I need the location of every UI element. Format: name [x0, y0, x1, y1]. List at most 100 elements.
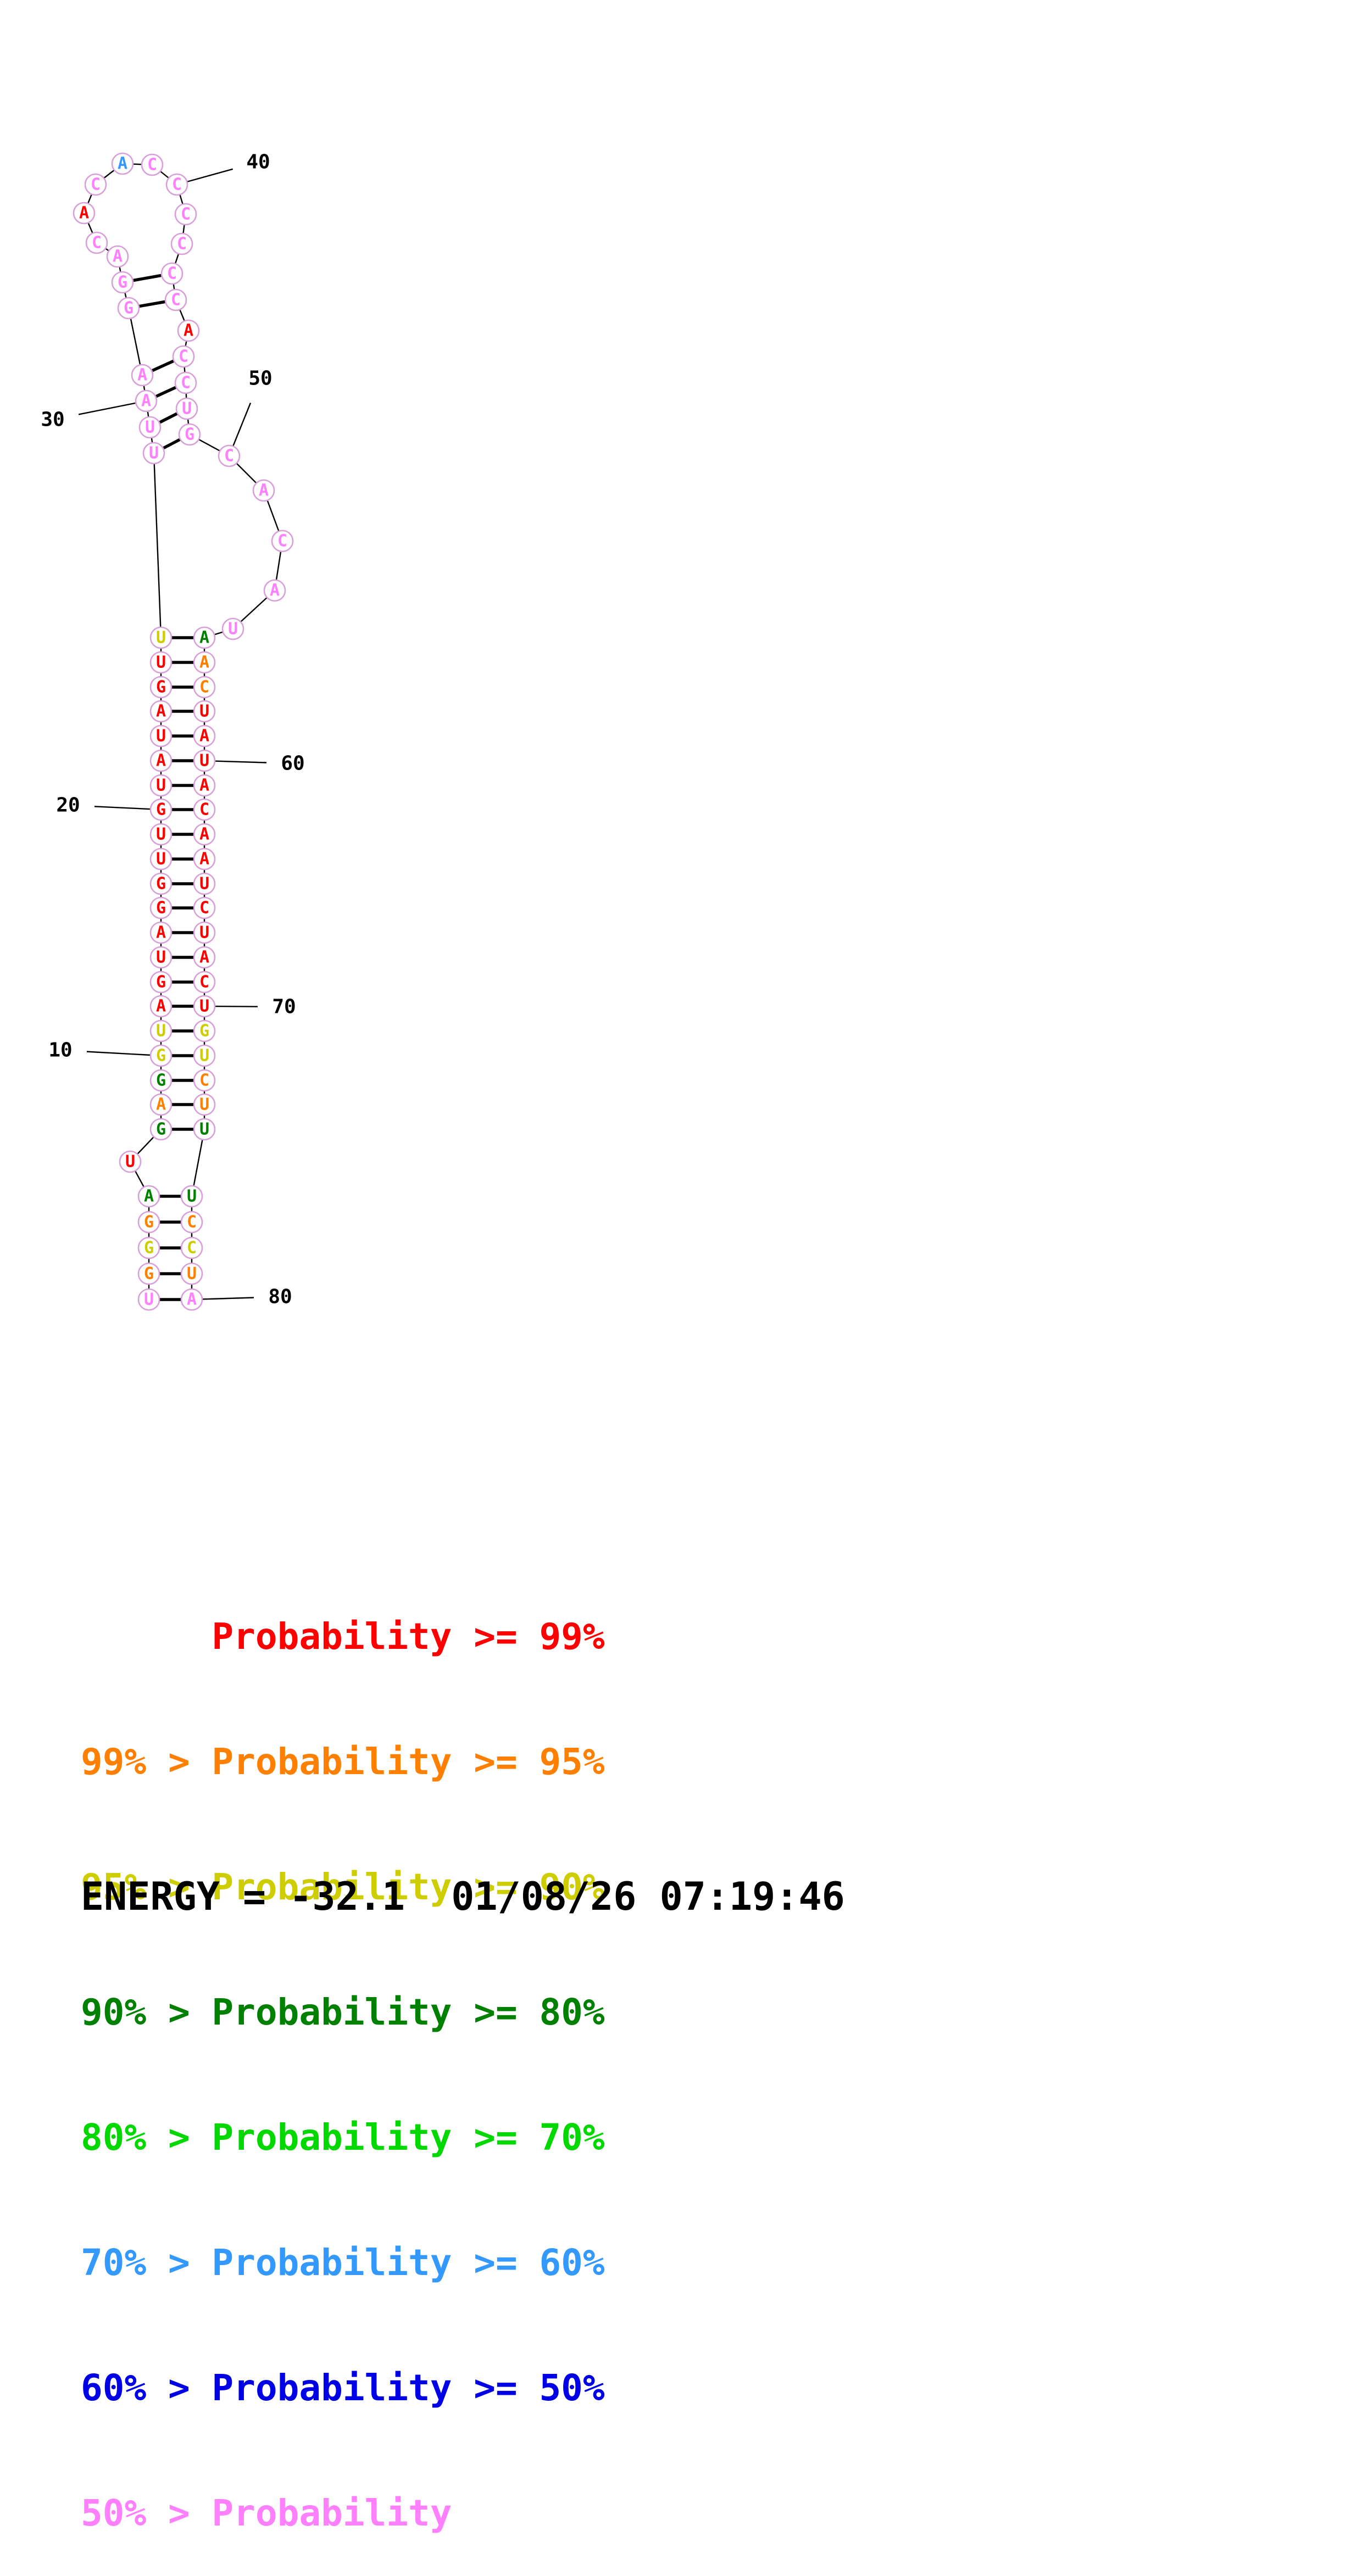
nucleotide-circle — [178, 423, 201, 446]
nucleotide-letter: A — [156, 923, 166, 943]
energy-readout: ENERGY = -32.1 01/08/26 07:19:46 — [81, 1874, 845, 1919]
legend-line: 90% > Probability >= 80% — [81, 1991, 605, 2033]
nucleotide-letter: A — [199, 948, 209, 967]
nucleotide-circle — [263, 579, 286, 602]
nucleotide-letter: U — [199, 1120, 209, 1139]
nucleotide-letter: C — [181, 205, 191, 224]
nucleotide-letter: G — [144, 1213, 154, 1232]
nucleotide-letter: G — [156, 899, 166, 918]
nucleotide-circle — [149, 676, 173, 699]
nucleotide-circle — [174, 371, 197, 394]
nucleotide-letter: C — [92, 233, 102, 253]
nucleotide-letter: C — [199, 800, 209, 819]
nucleotide-letter: C — [147, 155, 157, 175]
nucleotide-circle — [149, 798, 173, 821]
nucleotide-circle — [142, 442, 165, 465]
nucleotide-letter: U — [199, 1046, 209, 1066]
nucleotide-circle — [106, 245, 129, 268]
nucleotide-letter: A — [144, 1187, 154, 1206]
nucleotide-circle — [221, 617, 244, 640]
nucleotide-circle — [149, 626, 173, 649]
nucleotide-letter: G — [156, 1120, 166, 1139]
nucleotide-circle — [149, 774, 173, 797]
nucleotide-letter: G — [144, 1239, 154, 1258]
nucleotide-circle — [193, 1093, 216, 1116]
nucleotide-circle — [193, 946, 216, 969]
nucleotide-letter: U — [125, 1152, 135, 1172]
nucleotide-circle — [149, 823, 173, 846]
nucleotide-circle — [149, 749, 173, 772]
nucleotide-letter: C — [171, 291, 181, 310]
nucleotide-letter: U — [156, 727, 166, 746]
nucleotide-circle — [193, 1019, 216, 1042]
nucleotide-circle — [193, 626, 216, 649]
probability-legend: Probability >= 99% 99% > Probability >= … — [81, 1532, 605, 2576]
nucleotide-letter: C — [199, 973, 209, 992]
nucleotide-letter: U — [199, 702, 209, 721]
nucleotide-circle — [180, 1236, 203, 1259]
nucleotide-circle — [180, 1262, 203, 1285]
nucleotide-circle — [193, 995, 216, 1018]
nucleotide-circle — [172, 345, 195, 368]
nucleotide-letter: U — [187, 1187, 197, 1206]
position-label: 30 — [41, 409, 64, 431]
nucleotide-circle — [193, 1118, 216, 1141]
nucleotide-letter: U — [156, 776, 166, 795]
nucleotide-letter: A — [156, 997, 166, 1016]
backbone-line — [127, 308, 143, 376]
nucleotide-letter: C — [224, 447, 234, 466]
nucleotide-letter: A — [156, 1095, 166, 1114]
nucleotide-letter: C — [277, 532, 287, 551]
nucleotide-letter: G — [144, 1264, 154, 1284]
nucleotide-circle — [149, 921, 173, 944]
nucleotide-letter: C — [91, 175, 101, 194]
nucleotide-letter: A — [199, 776, 209, 795]
backbone-line — [191, 1129, 205, 1197]
nucleotide-letter: A — [199, 727, 209, 746]
nucleotide-circle — [119, 1150, 142, 1173]
nucleotide-circle — [174, 203, 197, 226]
nucleotide-circle — [141, 153, 164, 176]
nucleotide-circle — [177, 319, 200, 342]
nucleotide-circle — [149, 946, 173, 969]
nucleotide-letter: U — [187, 1264, 197, 1284]
nucleotide-circle — [193, 971, 216, 994]
nucleotide-letter: G — [199, 1022, 209, 1041]
nucleotide-letter: U — [199, 923, 209, 943]
position-label: 40 — [246, 151, 270, 174]
nucleotide-circle — [193, 724, 216, 748]
nucleotide-letter: U — [156, 1022, 166, 1041]
nucleotide-letter: U — [156, 628, 166, 648]
nucleotide-circle — [193, 651, 216, 674]
nucleotide-letter: A — [259, 481, 269, 500]
nucleotide-letter: G — [118, 273, 127, 292]
nucleotide-letter: A — [156, 702, 166, 721]
nucleotide-circle — [193, 847, 216, 871]
nucleotide-circle — [149, 700, 173, 723]
nucleotide-circle — [73, 202, 96, 225]
legend-line: 95% > Probability >= 90% — [81, 1866, 605, 1908]
nucleotide-circle — [218, 444, 241, 467]
nucleotide-circle — [117, 297, 140, 320]
nucleotide-letter: U — [199, 874, 209, 894]
nucleotide-letter: U — [145, 418, 155, 437]
nucleotide-circle — [138, 416, 162, 439]
nucleotide-circle — [137, 1236, 160, 1259]
legend-line: 70% > Probability >= 60% — [81, 2242, 605, 2284]
nucleotide-letter: C — [167, 264, 177, 283]
nucleotide-circle — [193, 749, 216, 772]
nucleotide-circle — [149, 724, 173, 748]
nucleotide-letter: A — [270, 581, 280, 600]
nucleotide-circle — [160, 262, 184, 285]
nucleotide-letter: U — [199, 1095, 209, 1114]
nucleotide-letter: A — [137, 366, 147, 385]
nucleotide-circle — [149, 1019, 173, 1042]
nucleotide-letter: C — [177, 235, 187, 254]
nucleotide-circle — [149, 1093, 173, 1116]
nucleotide-circle — [175, 397, 198, 420]
nucleotide-letter: U — [199, 997, 209, 1016]
nucleotide-letter: C — [199, 1071, 209, 1090]
position-label: 20 — [56, 794, 80, 817]
nucleotide-circle — [193, 896, 216, 919]
nucleotide-letter: U — [182, 399, 192, 419]
